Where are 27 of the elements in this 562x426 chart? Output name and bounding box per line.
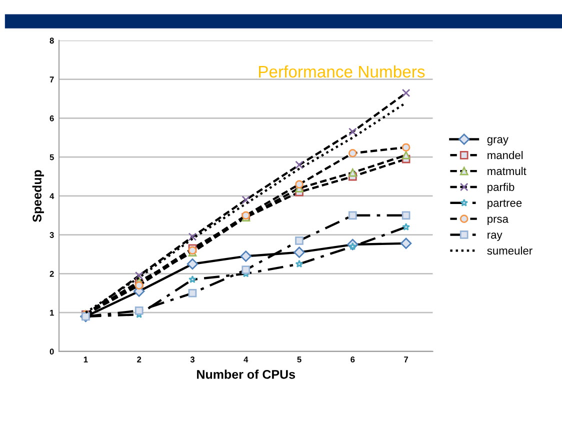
legend-label: gray xyxy=(487,137,508,146)
x-tick-label: 2 xyxy=(137,356,142,362)
y-tick-label: 4 xyxy=(50,193,54,199)
y-tick-label: 5 xyxy=(50,154,54,160)
legend-label: sumeuler xyxy=(487,246,532,255)
y-tick-label: 2 xyxy=(50,270,54,277)
y-tick-label: 7 xyxy=(50,76,54,82)
x-axis-title: Number of CPUs xyxy=(197,370,296,379)
y-tick-label: 8 xyxy=(50,38,54,44)
legend-label: prsa xyxy=(488,216,508,226)
y-tick-label: 0 xyxy=(50,348,54,355)
x-tick-label: 3 xyxy=(190,356,194,362)
x-tick-label: 6 xyxy=(350,356,355,362)
text: Performance Numbers xyxy=(258,65,425,78)
x-tick-label: 1 xyxy=(84,356,88,362)
y-axis-title: Speedup xyxy=(32,170,44,222)
y-tick-label: 6 xyxy=(50,115,54,122)
y-tick-label: 1 xyxy=(50,310,54,316)
x-tick-label: 7 xyxy=(404,356,408,362)
x-tick-label: 4 xyxy=(244,356,248,362)
x-tick-label: 5 xyxy=(297,356,302,362)
y-tick-label: 3 xyxy=(50,232,54,238)
legend-label: partree xyxy=(488,200,522,210)
legend-label: parfib xyxy=(488,182,514,194)
legend-label: ray xyxy=(488,232,502,241)
legend-label: mandel xyxy=(488,151,523,160)
legend-label: matmult xyxy=(488,166,526,176)
